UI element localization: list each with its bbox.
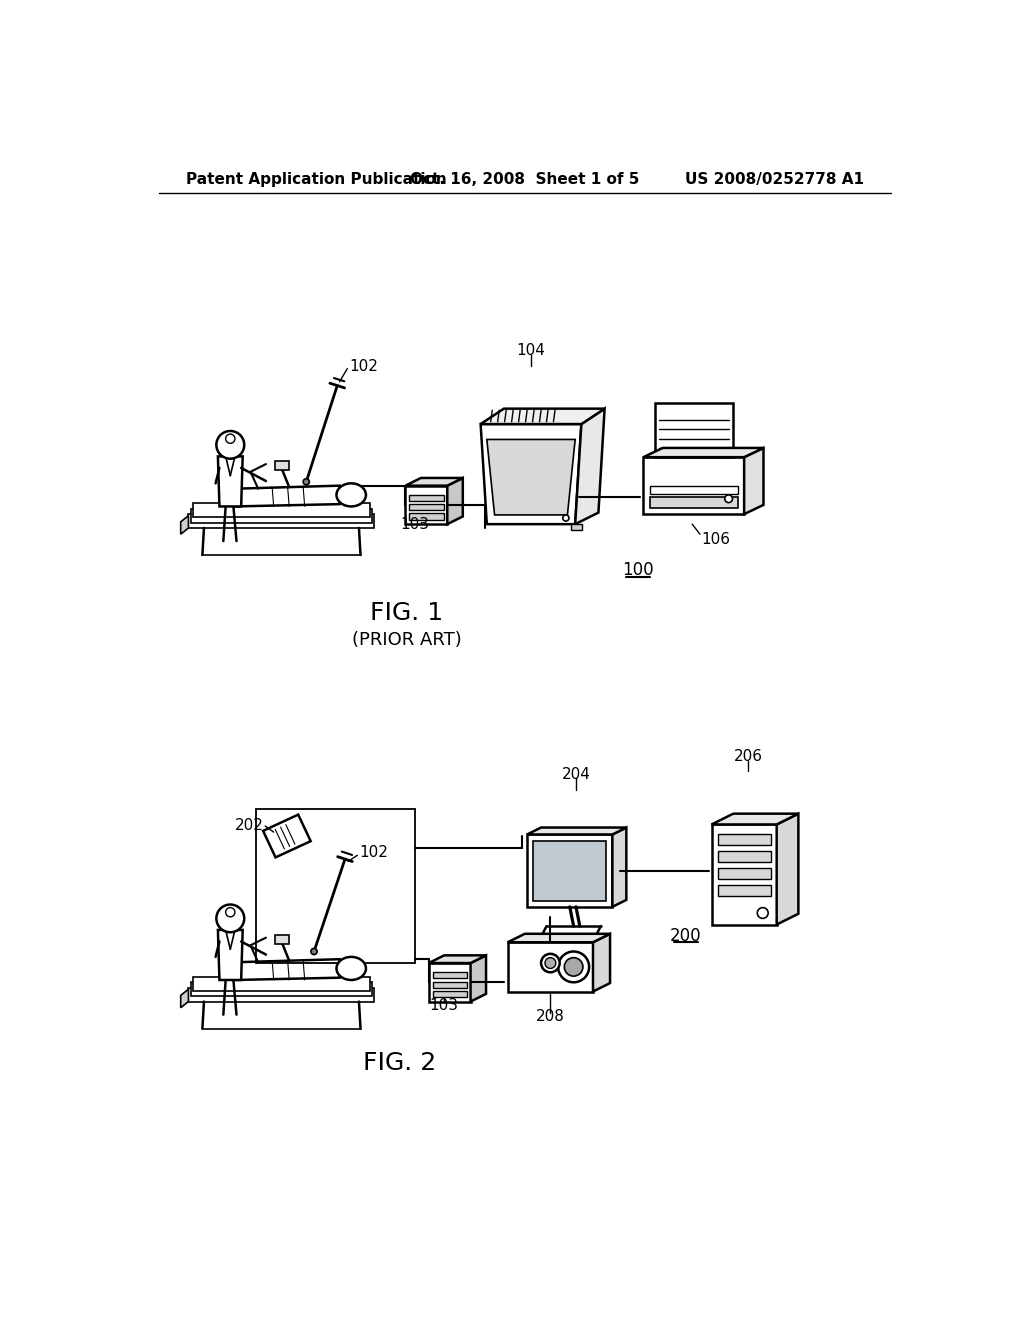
Bar bbox=[649, 498, 738, 508]
Text: 202: 202 bbox=[234, 818, 263, 833]
Polygon shape bbox=[712, 813, 799, 825]
Polygon shape bbox=[655, 404, 732, 457]
Polygon shape bbox=[263, 814, 310, 858]
Text: 103: 103 bbox=[430, 998, 459, 1012]
Polygon shape bbox=[508, 933, 610, 942]
Text: US 2008/0252778 A1: US 2008/0252778 A1 bbox=[685, 173, 864, 187]
Polygon shape bbox=[218, 929, 243, 979]
Polygon shape bbox=[712, 825, 776, 924]
Ellipse shape bbox=[337, 957, 366, 979]
Bar bbox=[718, 869, 771, 879]
Text: (PRIOR ART): (PRIOR ART) bbox=[352, 631, 462, 648]
Circle shape bbox=[225, 434, 234, 444]
Circle shape bbox=[225, 908, 234, 917]
Polygon shape bbox=[480, 424, 582, 524]
Bar bbox=[718, 886, 771, 896]
Text: FIG. 2: FIG. 2 bbox=[362, 1051, 436, 1076]
Text: Oct. 16, 2008  Sheet 1 of 5: Oct. 16, 2008 Sheet 1 of 5 bbox=[411, 173, 639, 187]
Circle shape bbox=[311, 948, 317, 954]
Bar bbox=[410, 513, 444, 520]
Circle shape bbox=[216, 904, 245, 932]
Bar bbox=[410, 495, 444, 502]
Bar bbox=[718, 851, 771, 862]
Text: Patent Application Publication: Patent Application Publication bbox=[186, 173, 446, 187]
Polygon shape bbox=[643, 457, 744, 515]
Polygon shape bbox=[218, 457, 243, 507]
Polygon shape bbox=[527, 834, 612, 907]
Polygon shape bbox=[508, 942, 593, 991]
Bar bbox=[432, 991, 467, 997]
Bar bbox=[649, 487, 738, 494]
Polygon shape bbox=[612, 828, 627, 907]
Polygon shape bbox=[180, 989, 188, 1007]
Polygon shape bbox=[593, 933, 610, 991]
Polygon shape bbox=[744, 447, 764, 515]
Text: 104: 104 bbox=[516, 343, 546, 359]
Polygon shape bbox=[480, 409, 604, 424]
Text: 204: 204 bbox=[561, 767, 591, 781]
Polygon shape bbox=[194, 977, 370, 991]
Polygon shape bbox=[180, 516, 188, 535]
Polygon shape bbox=[190, 982, 372, 997]
Text: 103: 103 bbox=[400, 516, 429, 532]
Circle shape bbox=[303, 479, 309, 484]
Bar bbox=[432, 973, 467, 978]
Polygon shape bbox=[471, 956, 486, 1002]
Text: FIG. 1: FIG. 1 bbox=[371, 601, 443, 624]
Text: 100: 100 bbox=[623, 561, 653, 579]
Polygon shape bbox=[527, 828, 627, 834]
Bar bbox=[410, 504, 444, 511]
Polygon shape bbox=[190, 508, 372, 523]
Text: 208: 208 bbox=[536, 1010, 565, 1024]
Bar bbox=[718, 834, 771, 845]
Ellipse shape bbox=[337, 483, 366, 507]
Circle shape bbox=[725, 495, 732, 503]
Polygon shape bbox=[534, 841, 606, 900]
Bar bbox=[275, 935, 289, 944]
Polygon shape bbox=[429, 956, 486, 964]
Text: 102: 102 bbox=[359, 845, 388, 861]
Text: 106: 106 bbox=[701, 532, 730, 546]
Circle shape bbox=[564, 958, 583, 977]
Bar bbox=[571, 524, 583, 531]
Polygon shape bbox=[188, 987, 375, 1002]
Polygon shape bbox=[447, 478, 463, 524]
Polygon shape bbox=[406, 486, 447, 524]
Circle shape bbox=[545, 958, 556, 969]
Polygon shape bbox=[486, 440, 575, 515]
Text: 206: 206 bbox=[733, 750, 763, 764]
Bar bbox=[432, 982, 467, 987]
Circle shape bbox=[758, 908, 768, 919]
Circle shape bbox=[558, 952, 589, 982]
Text: 102: 102 bbox=[349, 359, 378, 374]
Polygon shape bbox=[575, 409, 604, 524]
Text: 200: 200 bbox=[670, 927, 701, 945]
Polygon shape bbox=[234, 486, 340, 507]
Polygon shape bbox=[194, 503, 370, 517]
Bar bbox=[275, 461, 289, 470]
Polygon shape bbox=[776, 813, 799, 924]
Polygon shape bbox=[643, 447, 764, 457]
Polygon shape bbox=[234, 960, 340, 979]
Polygon shape bbox=[188, 515, 375, 528]
Polygon shape bbox=[406, 478, 463, 486]
Circle shape bbox=[563, 515, 569, 521]
Circle shape bbox=[216, 432, 245, 459]
Circle shape bbox=[541, 954, 560, 973]
Polygon shape bbox=[429, 964, 471, 1002]
